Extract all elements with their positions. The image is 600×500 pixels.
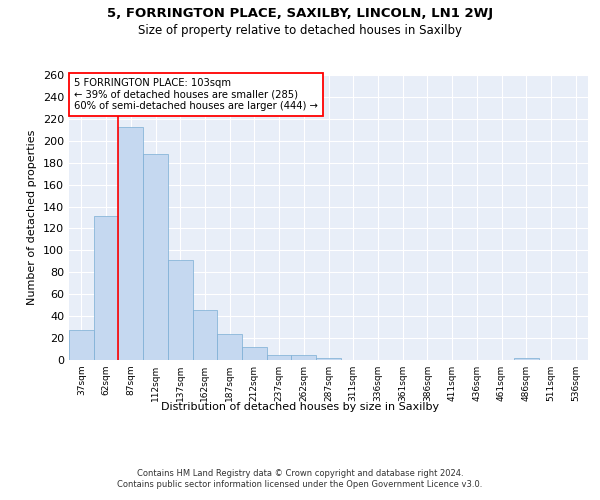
Text: Size of property relative to detached houses in Saxilby: Size of property relative to detached ho… bbox=[138, 24, 462, 37]
Bar bbox=[143, 154, 168, 360]
Bar bbox=[514, 358, 539, 360]
Text: Contains public sector information licensed under the Open Government Licence v3: Contains public sector information licen… bbox=[118, 480, 482, 489]
Bar bbox=[242, 347, 267, 360]
Bar bbox=[316, 358, 341, 360]
Text: Distribution of detached houses by size in Saxilby: Distribution of detached houses by size … bbox=[161, 402, 439, 412]
Bar bbox=[168, 260, 193, 360]
Bar bbox=[69, 330, 94, 360]
Text: 5, FORRINGTON PLACE, SAXILBY, LINCOLN, LN1 2WJ: 5, FORRINGTON PLACE, SAXILBY, LINCOLN, L… bbox=[107, 8, 493, 20]
Bar bbox=[118, 126, 143, 360]
Text: 5 FORRINGTON PLACE: 103sqm
← 39% of detached houses are smaller (285)
60% of sem: 5 FORRINGTON PLACE: 103sqm ← 39% of deta… bbox=[74, 78, 318, 111]
Y-axis label: Number of detached properties: Number of detached properties bbox=[28, 130, 37, 305]
Bar bbox=[217, 334, 242, 360]
Bar bbox=[267, 354, 292, 360]
Bar bbox=[193, 310, 217, 360]
Bar bbox=[292, 354, 316, 360]
Text: Contains HM Land Registry data © Crown copyright and database right 2024.: Contains HM Land Registry data © Crown c… bbox=[137, 469, 463, 478]
Bar bbox=[94, 216, 118, 360]
